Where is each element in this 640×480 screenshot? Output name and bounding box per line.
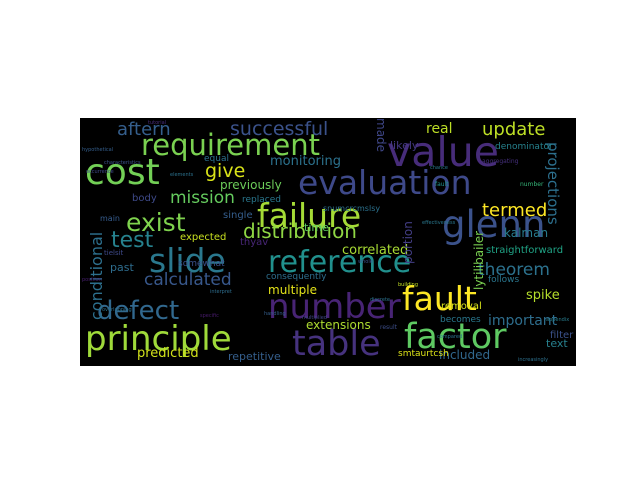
word: specific [200,313,219,319]
word: cost [85,152,160,193]
word: denominator [495,142,553,152]
word: principle [85,319,232,359]
word: theorem [478,260,550,280]
word: effectiveness [422,220,456,226]
word: successful [230,118,329,140]
word: body [132,193,157,204]
word: whole [358,259,373,265]
word: interpret [210,289,232,295]
word: handling [264,311,286,317]
word: aftern [117,119,171,140]
word: give [205,160,246,182]
word: spike [526,288,560,303]
word: monitoring [270,154,341,169]
word: exist [126,208,186,237]
word: straightforward [486,245,564,256]
word: number [268,287,401,327]
word: overlapping [102,307,132,313]
word: smtaurtcsh [398,349,449,359]
word: appendix [546,317,570,323]
word: hypothetical [82,147,114,153]
word: aggregating [482,158,519,165]
word: equal [204,154,229,164]
word: lytilibailer [472,230,486,290]
word: fault [402,279,477,318]
word: compared [437,334,463,340]
word: likely [390,139,419,152]
word: occurrence [86,169,114,175]
word: becomes [440,315,481,325]
word: value [387,128,499,176]
word: distribution [243,219,357,243]
word: multiple [268,283,318,297]
word: defect [97,296,180,326]
word: predicted [137,346,199,361]
word: projections [544,142,562,225]
word: mission [170,188,235,208]
word: expected [180,232,227,243]
word: discrete [370,297,390,303]
word: glenn [442,203,546,246]
word: kalman [504,226,549,240]
word: important [488,313,558,329]
word: time [304,221,329,234]
word: extensions [306,318,371,332]
word: fault [435,181,449,188]
word: single [223,210,253,221]
word: past [110,261,134,274]
word: elements [170,172,194,178]
word: somewhat [178,259,225,269]
word: tielsit [104,249,124,257]
word: requirement [141,128,320,162]
word: portion [401,221,415,264]
word: follows [488,275,520,285]
word: snumcrcmslsy [323,204,381,213]
word: real [426,121,453,137]
word: update [482,119,546,140]
word-cloud: requirement value cost evaluation failur… [80,118,576,366]
word: consequently [266,272,327,282]
word: result [380,324,397,331]
word: repetitive [228,350,281,363]
word: evaluation [298,163,472,202]
word: factor [404,317,507,357]
word: position [82,277,102,283]
word: characteristics [104,160,141,166]
word: slide [149,241,226,280]
word: chance [430,165,448,171]
word: number [520,181,544,188]
word: termed [482,200,548,221]
word: correlated [342,243,409,258]
word: text [546,337,568,350]
word: reference [268,245,412,280]
word: thyav [240,237,269,248]
word: tutorial [148,120,167,126]
word: increasingly [518,357,549,363]
word: calculated [144,270,232,290]
word: table [292,324,381,364]
word: replaced [242,195,281,205]
word: filter [550,330,574,341]
word: main [100,214,120,223]
word: previously [220,178,282,192]
word: removal [441,301,482,312]
word: test [111,228,154,253]
word: multiplied [302,315,327,321]
word: building [398,282,419,288]
word: failure [257,196,362,235]
word: made [374,118,388,153]
word: included [439,348,491,362]
